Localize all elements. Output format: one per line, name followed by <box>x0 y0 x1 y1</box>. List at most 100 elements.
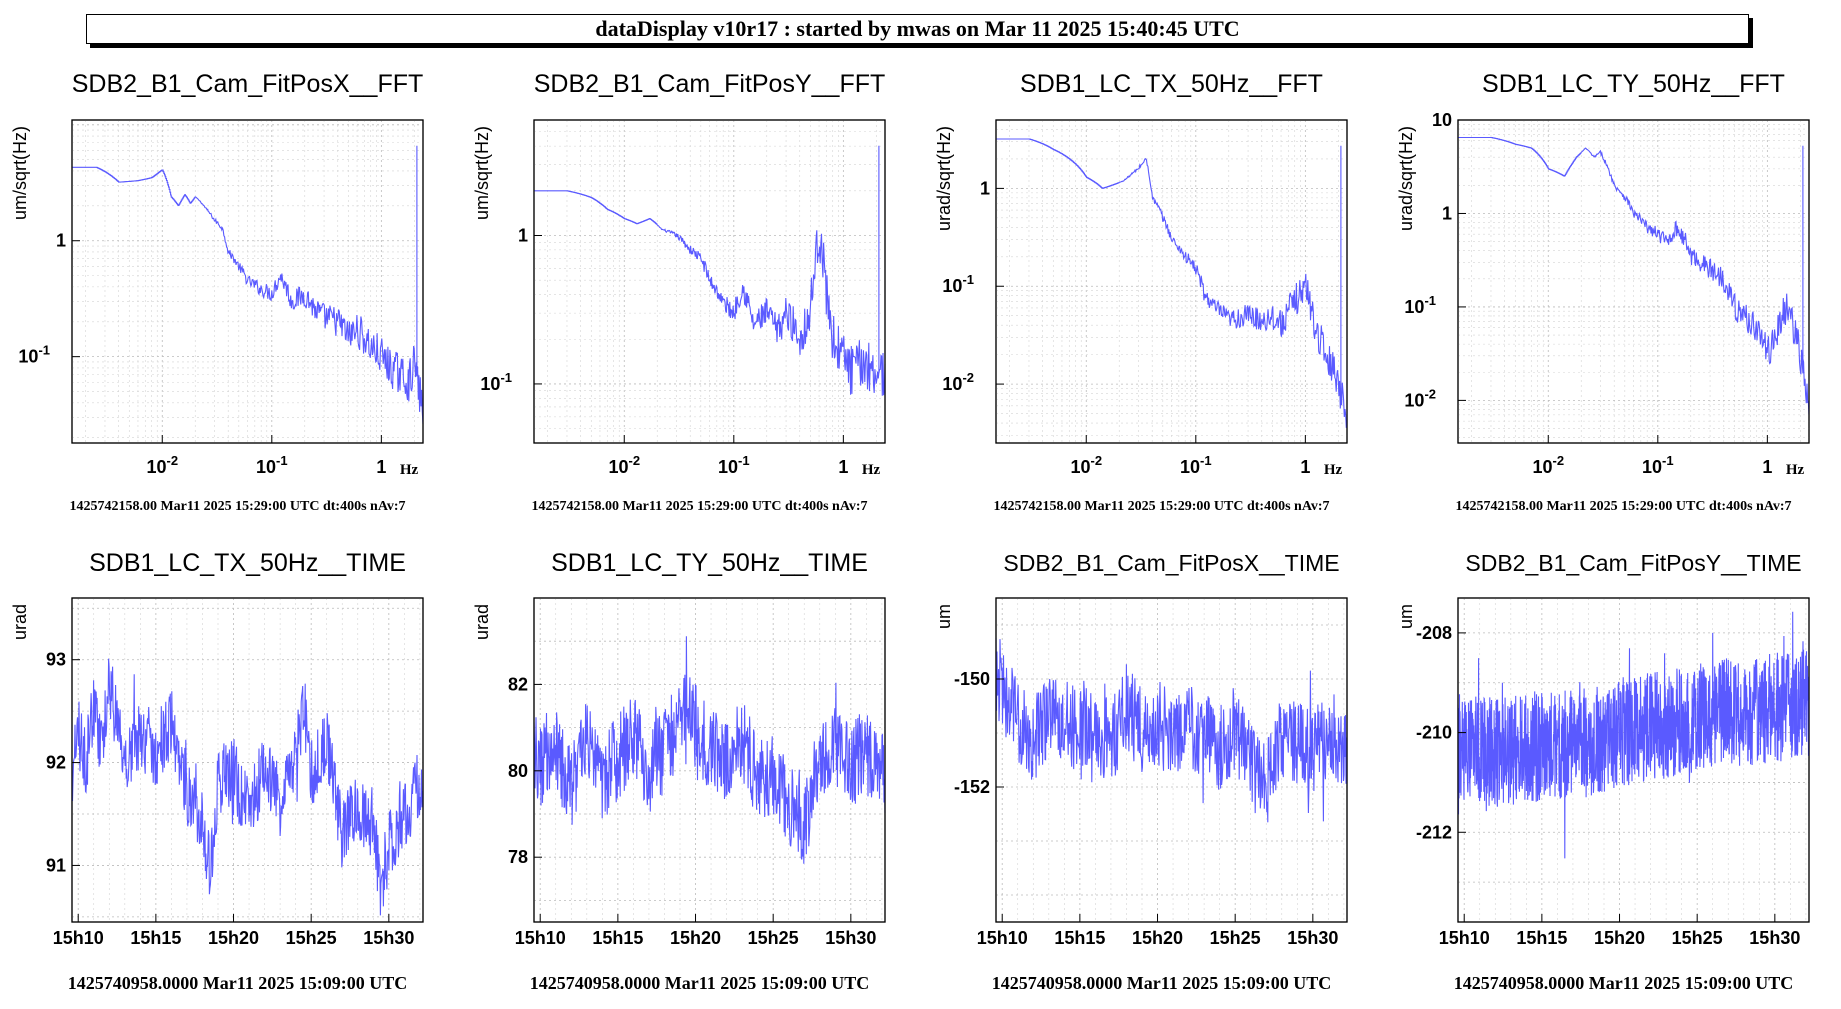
y-tick-label: -150 <box>954 669 990 689</box>
x-tick-label: 10-2 <box>146 453 178 477</box>
chart-panel-1: SDB2_B1_Cam_FitPosX__FFT um/sqrt(Hz) 10-2 1… <box>10 70 424 514</box>
y-tick-label: 10 <box>1432 110 1452 130</box>
chart-footer: 1425742158.00 Mar11 2025 15:29:00 UTC dt… <box>69 499 405 514</box>
x-tick-label: 15h15 <box>1054 928 1105 948</box>
chart-title: SDB2_B1_Cam_FitPosX__FFT <box>72 70 424 98</box>
x-tick-label: 15h20 <box>1132 928 1183 948</box>
y-axis-label: um/sqrt(Hz) <box>472 126 492 220</box>
y-tick-label: 78 <box>508 847 528 867</box>
y-tick-label: 1 <box>980 178 990 198</box>
x-tick-label: 15h25 <box>1672 928 1723 948</box>
x-tick-label: 10-2 <box>1070 453 1102 477</box>
plot-frame <box>995 597 1348 923</box>
y-axis-label: urad/sqrt(Hz) <box>934 126 954 231</box>
y-axis-label: um/sqrt(Hz) <box>10 126 30 220</box>
x-tick-label: 15h20 <box>1594 928 1645 948</box>
chart-panel-2: SDB2_B1_Cam_FitPosY__FFT um/sqrt(Hz) 10-2 1… <box>472 70 886 514</box>
x-tick-label: 15h25 <box>286 928 337 948</box>
x-tick-label: 15h25 <box>1210 928 1261 948</box>
x-tick-label: 15h10 <box>1439 928 1490 948</box>
y-tick-label: 10-1 <box>942 272 974 296</box>
series-line <box>1458 136 1810 416</box>
y-tick-label: 82 <box>508 674 528 694</box>
x-unit-label: Hz <box>1324 462 1343 478</box>
x-tick-label: 1 <box>1300 457 1310 477</box>
x-tick-label: 1 <box>1762 457 1772 477</box>
y-tick-label: 10-1 <box>1404 293 1436 317</box>
chart-footer: 1425742158.00 Mar11 2025 15:29:00 UTC dt… <box>1455 499 1791 514</box>
x-unit-label: Hz <box>862 462 881 478</box>
x-tick-label: 10-2 <box>1532 453 1564 477</box>
chart-footer: 1425740958.0000 Mar11 2025 15:09:00 UTC <box>1454 973 1793 993</box>
x-tick-label: 15h30 <box>1749 928 1800 948</box>
y-tick-label: 1 <box>1442 203 1452 223</box>
x-tick-label: 10-1 <box>256 453 288 477</box>
y-tick-label: 91 <box>46 855 66 875</box>
series-line <box>996 138 1348 428</box>
y-tick-label: 10-2 <box>1404 386 1436 410</box>
x-tick-label: 15h15 <box>1516 928 1567 948</box>
y-tick-label: 10-1 <box>480 370 512 394</box>
x-tick-label: 15h30 <box>1287 928 1338 948</box>
chart-title: SDB1_LC_TX_50Hz__TIME <box>89 549 406 577</box>
x-tick-label: 15h15 <box>130 928 181 948</box>
x-unit-label: Hz <box>400 462 419 478</box>
chart-footer: 1425740958.0000 Mar11 2025 15:09:00 UTC <box>68 973 407 993</box>
chart-footer: 1425740958.0000 Mar11 2025 15:09:00 UTC <box>530 973 869 993</box>
y-tick-label: -210 <box>1416 723 1452 743</box>
x-tick-label: 15h10 <box>977 928 1028 948</box>
x-tick-label: 15h10 <box>53 928 104 948</box>
chart-title: SDB1_LC_TX_50Hz__FFT <box>1020 70 1323 98</box>
series-line <box>534 145 886 396</box>
gridlines <box>72 120 423 443</box>
chart-footer: 1425742158.00 Mar11 2025 15:29:00 UTC dt… <box>531 499 867 514</box>
chart-title: SDB2_B1_Cam_FitPosX__TIME <box>1003 550 1339 576</box>
y-tick-label: 92 <box>46 753 66 773</box>
y-tick-label: 10-1 <box>18 343 50 367</box>
chart-title: SDB2_B1_Cam_FitPosY__TIME <box>1465 550 1801 576</box>
y-axis-label: urad <box>472 604 492 640</box>
x-tick-label: 15h30 <box>363 928 414 948</box>
y-tick-label: -152 <box>954 777 990 797</box>
y-tick-label: 93 <box>46 650 66 670</box>
series-line <box>995 637 1348 823</box>
y-axis-label: urad/sqrt(Hz) <box>1396 126 1416 231</box>
chart-panel-3: SDB1_LC_TX_50Hz__FFT urad/sqrt(Hz) 10-2 10-… <box>934 70 1348 514</box>
y-tick-label: 10-2 <box>942 370 974 394</box>
series-line <box>71 658 424 916</box>
chart-footer: 1425742158.00 Mar11 2025 15:29:00 UTC dt… <box>993 499 1329 514</box>
y-tick-label: 1 <box>56 231 66 251</box>
x-tick-label: 15h20 <box>670 928 721 948</box>
chart-panel-4: SDB1_LC_TY_50Hz__FFT urad/sqrt(Hz) 10-2 10-… <box>1396 70 1810 514</box>
x-tick-label: 1 <box>838 457 848 477</box>
y-tick-label: -212 <box>1416 822 1452 842</box>
x-tick-label: 15h20 <box>208 928 259 948</box>
chart-title: SDB1_LC_TY_50Hz__FFT <box>1482 70 1785 98</box>
x-tick-label: 15h25 <box>748 928 799 948</box>
y-tick-label: 80 <box>508 761 528 781</box>
chart-title: SDB2_B1_Cam_FitPosY__FFT <box>534 70 886 98</box>
series-line <box>72 145 424 425</box>
x-tick-label: 10-1 <box>1642 453 1674 477</box>
x-tick-label: 10-1 <box>718 453 750 477</box>
x-tick-label: 10-2 <box>608 453 640 477</box>
display-header: dataDisplay v10r17 : started by mwas on … <box>86 14 1749 44</box>
y-axis-label: um <box>934 604 954 629</box>
y-axis-label: um <box>1396 604 1416 629</box>
x-tick-label: 15h10 <box>515 928 566 948</box>
y-tick-label: 1 <box>518 226 528 246</box>
x-tick-label: 15h15 <box>592 928 643 948</box>
x-tick-label: 1 <box>376 457 386 477</box>
x-tick-label: 10-1 <box>1180 453 1212 477</box>
chart-title: SDB1_LC_TY_50Hz__TIME <box>551 549 868 577</box>
x-unit-label: Hz <box>1786 462 1805 478</box>
chart-footer: 1425740958.0000 Mar11 2025 15:09:00 UTC <box>992 973 1331 993</box>
series-line <box>533 636 886 864</box>
x-tick-label: 15h30 <box>825 928 876 948</box>
series-line <box>1457 611 1810 859</box>
y-axis-label: urad <box>10 604 30 640</box>
